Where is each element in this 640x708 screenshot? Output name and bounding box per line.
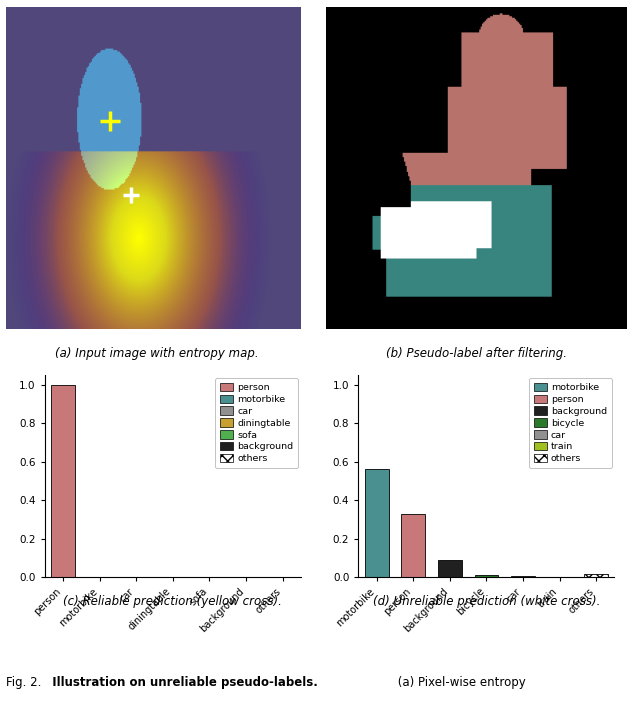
Text: (a) Pixel-wise entropy: (a) Pixel-wise entropy (394, 676, 525, 689)
Text: Illustration on unreliable pseudo-labels.: Illustration on unreliable pseudo-labels… (44, 676, 317, 689)
Bar (474, 575, 499, 577)
Text: (c) Reliable prediction (yellow cross).: (c) Reliable prediction (yellow cross). (63, 595, 282, 607)
Text: (b) Pseudo-label after filtering.: (b) Pseudo-label after filtering. (387, 347, 567, 360)
Bar (365, 469, 388, 577)
Bar (584, 573, 608, 577)
Bar (401, 513, 425, 577)
Legend: person, motorbike, car, diningtable, sofa, background, others: person, motorbike, car, diningtable, sof… (216, 378, 298, 468)
Text: (d) Unreliable prediction (white cross).: (d) Unreliable prediction (white cross). (372, 595, 600, 607)
Text: (a) Input image with entropy map.: (a) Input image with entropy map. (55, 347, 259, 360)
Legend: motorbike, person, background, bicycle, car, train, others: motorbike, person, background, bicycle, … (529, 378, 612, 468)
Text: Fig. 2.: Fig. 2. (6, 676, 42, 689)
Bar (438, 560, 461, 577)
Bar (51, 385, 75, 577)
